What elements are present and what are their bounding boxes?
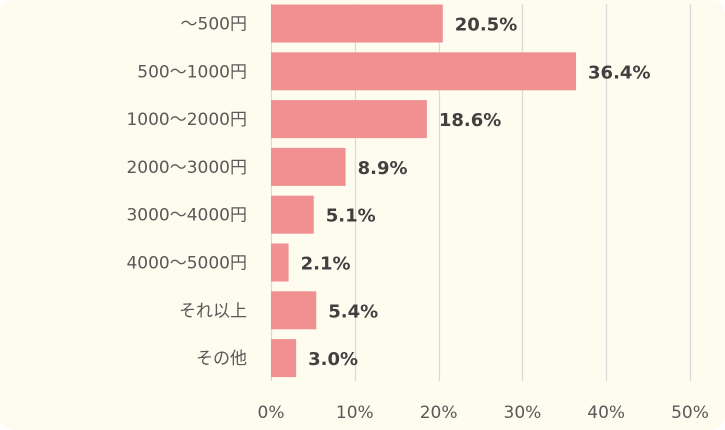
value-labels: 20.5% 36.4% 18.6% 8.9% 5.1% 2.1% 5.4% 3.0%: [301, 15, 651, 371]
bar-7: [271, 339, 297, 378]
value-label-2: 18.6%: [439, 110, 501, 131]
category-label-4: 3000～4000円: [126, 206, 247, 226]
bars: [271, 4, 577, 378]
bar-0: [271, 4, 443, 43]
x-tick-label-20: 20%: [420, 403, 458, 423]
x-axis-tick-labels: 0% 10% 20% 30% 40% 50%: [258, 403, 709, 423]
value-label-1: 36.4%: [588, 62, 650, 83]
bar-3: [271, 147, 346, 186]
category-label-2: 1000～2000円: [126, 110, 247, 130]
category-label-0: ～500円: [181, 15, 247, 35]
x-tick-label-40: 40%: [587, 403, 625, 423]
category-label-6: それ以上: [179, 301, 247, 321]
x-tick-label-30: 30%: [504, 403, 542, 423]
category-label-1: 500～1000円: [137, 62, 247, 82]
category-label-7: その他: [196, 349, 247, 369]
bar-2: [271, 100, 427, 139]
value-label-7: 3.0%: [308, 349, 358, 370]
bar-5: [271, 243, 289, 282]
category-label-5: 4000～5000円: [126, 254, 247, 274]
category-labels: ～500円 500～1000円 1000～2000円 2000～3000円 3000～4…: [126, 15, 247, 370]
bar-6: [271, 291, 317, 330]
bar-4: [271, 195, 314, 234]
x-tick-label-0: 0%: [258, 403, 285, 423]
value-label-5: 2.1%: [301, 254, 351, 275]
category-label-3: 2000～3000円: [126, 158, 247, 178]
value-label-3: 8.9%: [358, 158, 408, 179]
value-label-4: 5.1%: [326, 206, 376, 227]
value-label-0: 20.5%: [455, 15, 517, 36]
x-tick-label-50: 50%: [671, 403, 709, 423]
value-label-6: 5.4%: [328, 301, 378, 322]
bar-1: [271, 52, 577, 91]
x-tick-label-10: 10%: [336, 403, 374, 423]
